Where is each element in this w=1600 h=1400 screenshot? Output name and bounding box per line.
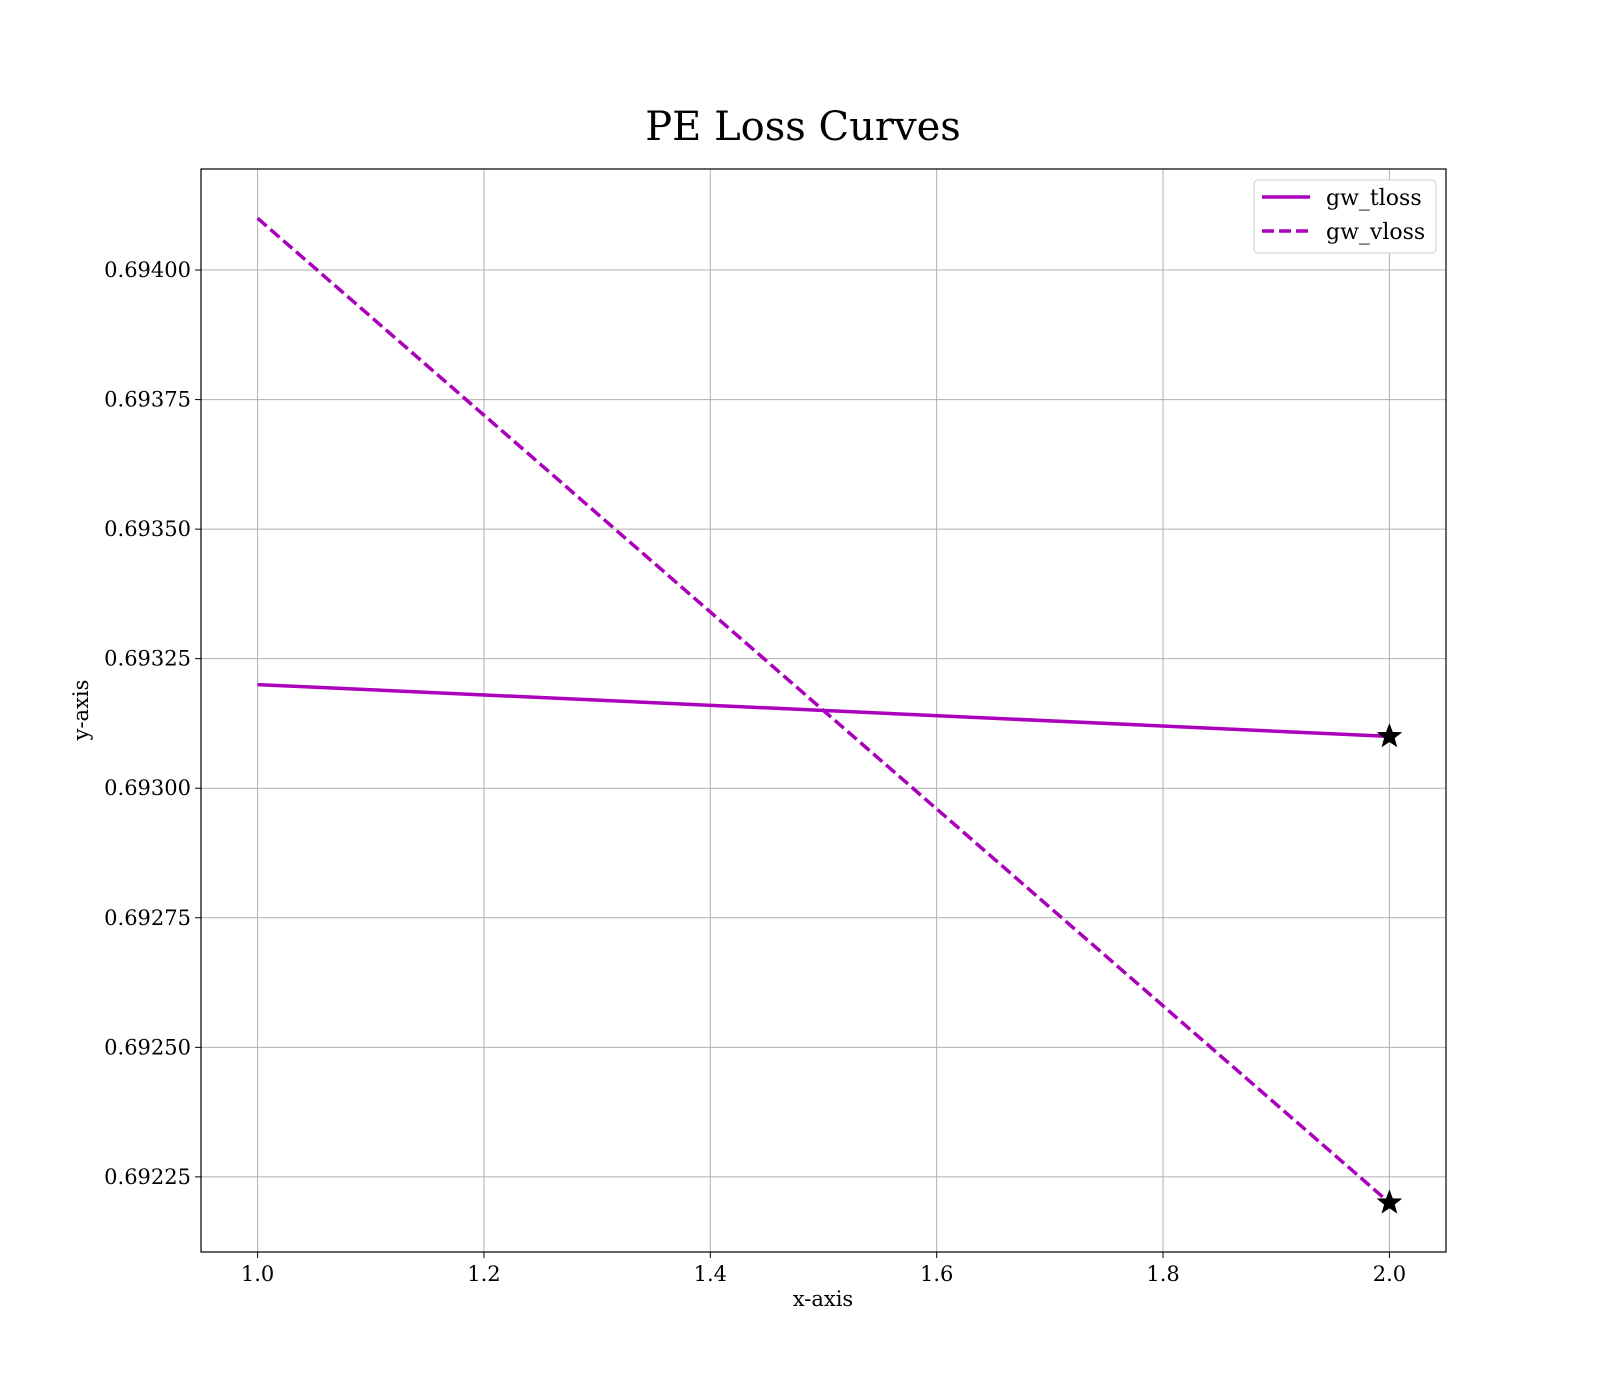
x-axis-label: x-axis — [793, 1287, 853, 1311]
plot-area-frame — [200, 168, 1447, 1253]
y-tick-label: 0.69400 — [104, 258, 191, 282]
end-marker-gw-tloss — [1376, 722, 1403, 748]
marker-layer — [1376, 722, 1403, 1214]
y-tick-label: 0.69375 — [104, 388, 191, 412]
series-line-gw-vloss — [256, 216, 1391, 1205]
y-tick-label: 0.69225 — [104, 1165, 191, 1189]
chart-title: PE Loss Curves — [645, 104, 961, 150]
grid-layer — [201, 169, 1446, 1252]
legend-label-gw-vloss: gw_vloss — [1326, 220, 1425, 245]
y-axis-label: y-axis — [69, 680, 93, 742]
y-tick-label: 0.69250 — [104, 1035, 191, 1059]
x-tick-label: 1.4 — [694, 1262, 727, 1286]
x-tick-label: 1.6 — [920, 1262, 953, 1286]
x-tick-label: 1.0 — [241, 1262, 274, 1286]
series-layer — [256, 216, 1391, 1205]
x-tick-label: 2.0 — [1373, 1262, 1406, 1286]
legend-label-gw-tloss: gw_tloss — [1326, 186, 1422, 211]
y-tick-label: 0.69350 — [104, 517, 191, 541]
end-marker-gw-vloss — [1376, 1189, 1403, 1214]
tick-layer: 1.0 1.2 1.4 1.6 1.8 2.0 0.69225 0.69250 0.69275 0… — [104, 258, 1406, 1286]
y-tick-label: 0.69275 — [104, 906, 191, 930]
legend: gw_tloss gw_vloss — [1253, 179, 1437, 254]
y-tick-label: 0.69300 — [104, 776, 191, 800]
y-tick-label: 0.69325 — [104, 647, 191, 671]
x-tick-label: 1.8 — [1146, 1262, 1179, 1286]
x-tick-label: 1.2 — [467, 1262, 500, 1286]
